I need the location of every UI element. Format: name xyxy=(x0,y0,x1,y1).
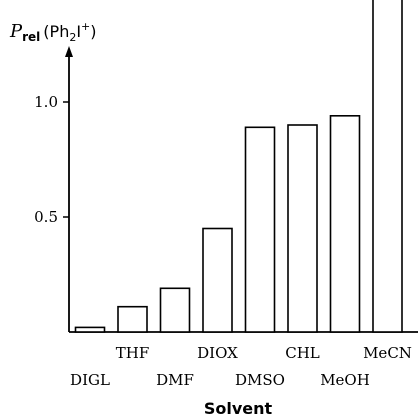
y-tick-label: 1.0 xyxy=(34,93,58,111)
bar-dmf xyxy=(161,288,190,332)
y-axis-label: Prel(Ph2I+) xyxy=(9,20,97,44)
bar-thf xyxy=(118,307,147,332)
bars xyxy=(76,0,403,332)
bar-chl xyxy=(288,125,317,332)
y-tick-label: 0.5 xyxy=(34,208,58,226)
x-tick-label-dmso: DMSO xyxy=(235,371,285,389)
x-tick-label-meoh: MeOH xyxy=(320,371,370,389)
bar-diox xyxy=(203,229,232,333)
y-axis-arrow xyxy=(65,46,73,57)
x-axis-label: Solvent xyxy=(204,399,273,418)
x-tick-label-chl: CHL xyxy=(285,344,320,362)
bar-dmso xyxy=(246,127,275,332)
x-axis-tick-labels: DIGL THF DMFDIOX DMSOCHLMeOH MeCN xyxy=(70,344,412,389)
bar-meoh xyxy=(331,116,360,332)
bar-digl xyxy=(76,327,105,332)
x-tick-label-mecn: MeCN xyxy=(363,344,412,362)
bar-mecn xyxy=(373,0,402,332)
x-tick-label-digl: DIGL xyxy=(70,371,110,389)
x-tick-label-dmf: DMF xyxy=(156,371,194,389)
x-tick-label-thf: THF xyxy=(116,344,150,362)
x-tick-label-diox: DIOX xyxy=(197,344,238,362)
